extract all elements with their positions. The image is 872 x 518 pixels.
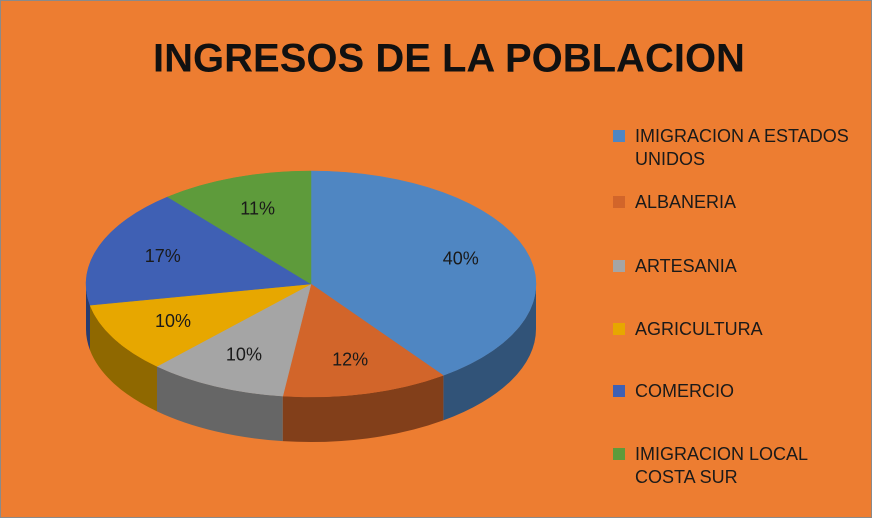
legend-label: IMIGRACION LOCAL COSTA SUR (635, 444, 808, 487)
legend-label: ALBANERIA (635, 192, 737, 212)
data-label: 11% (240, 198, 275, 218)
slice (156, 283, 312, 397)
legend-item: AGRICULTURA (613, 318, 860, 341)
legend-item: IMIGRACION A ESTADOS UNIDOS (613, 125, 860, 171)
slice (167, 170, 312, 285)
slice-side (86, 284, 90, 351)
legend-item: ALBANERIA (613, 191, 860, 214)
data-label: 12% (332, 349, 368, 369)
legend-item: ARTESANIA (613, 255, 860, 278)
legend-swatch (613, 260, 625, 272)
legend-swatch (613, 448, 625, 460)
legend-item: COMERCIO (613, 380, 860, 403)
data-label: 17% (145, 246, 181, 266)
legend-label: IMIGRACION A ESTADOS UNIDOS (635, 126, 849, 169)
legend-item: IMIGRACION LOCAL COSTA SUR (613, 443, 860, 489)
legend-label: ARTESANIA (635, 256, 737, 276)
legend-swatch (613, 323, 625, 335)
slice-side (282, 375, 444, 442)
slice (282, 283, 444, 398)
slice-side (443, 284, 536, 421)
slice (85, 196, 312, 306)
chart-title: INGRESOS DE LA POBLACION (153, 37, 745, 81)
slice-side (156, 366, 283, 442)
slice (310, 170, 537, 376)
legend-label: COMERCIO (635, 381, 734, 401)
data-label: 10% (226, 344, 262, 364)
legend-swatch (613, 385, 625, 397)
legend-swatch (613, 130, 625, 142)
legend-label: AGRICULTURA (635, 319, 763, 339)
legend-swatch (613, 196, 625, 208)
slice (89, 283, 312, 367)
data-label: 40% (443, 248, 479, 268)
data-label: 10% (155, 311, 191, 331)
